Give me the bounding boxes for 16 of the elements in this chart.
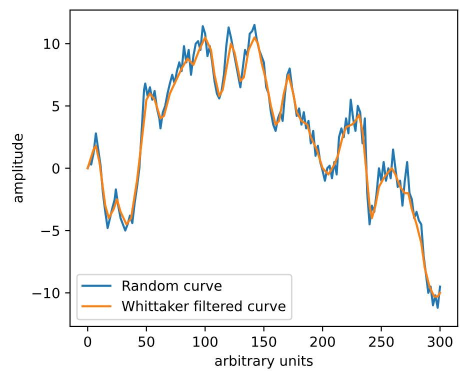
y-tick-label: 10 <box>44 38 60 50</box>
x-axis-title: arbitrary units <box>215 355 313 369</box>
legend-label: Whittaker filtered curve <box>122 300 286 312</box>
y-tick-label: 0 <box>52 163 60 174</box>
x-tick-label: 150 <box>252 336 276 347</box>
x-tick-label: 200 <box>310 336 335 347</box>
x-tick-label: 0 <box>84 336 92 347</box>
y-tick-label: −10 <box>32 288 60 298</box>
x-tick-label: 300 <box>428 336 452 347</box>
y-tick-label: −5 <box>41 226 60 236</box>
y-tick-label: 5 <box>52 101 60 112</box>
y-axis-title: amplitude <box>12 134 26 203</box>
x-tick-label: 50 <box>138 336 154 347</box>
x-tick-label: 250 <box>369 336 394 347</box>
legend-label: Random curve <box>122 280 222 291</box>
x-tick-label: 100 <box>193 336 218 347</box>
